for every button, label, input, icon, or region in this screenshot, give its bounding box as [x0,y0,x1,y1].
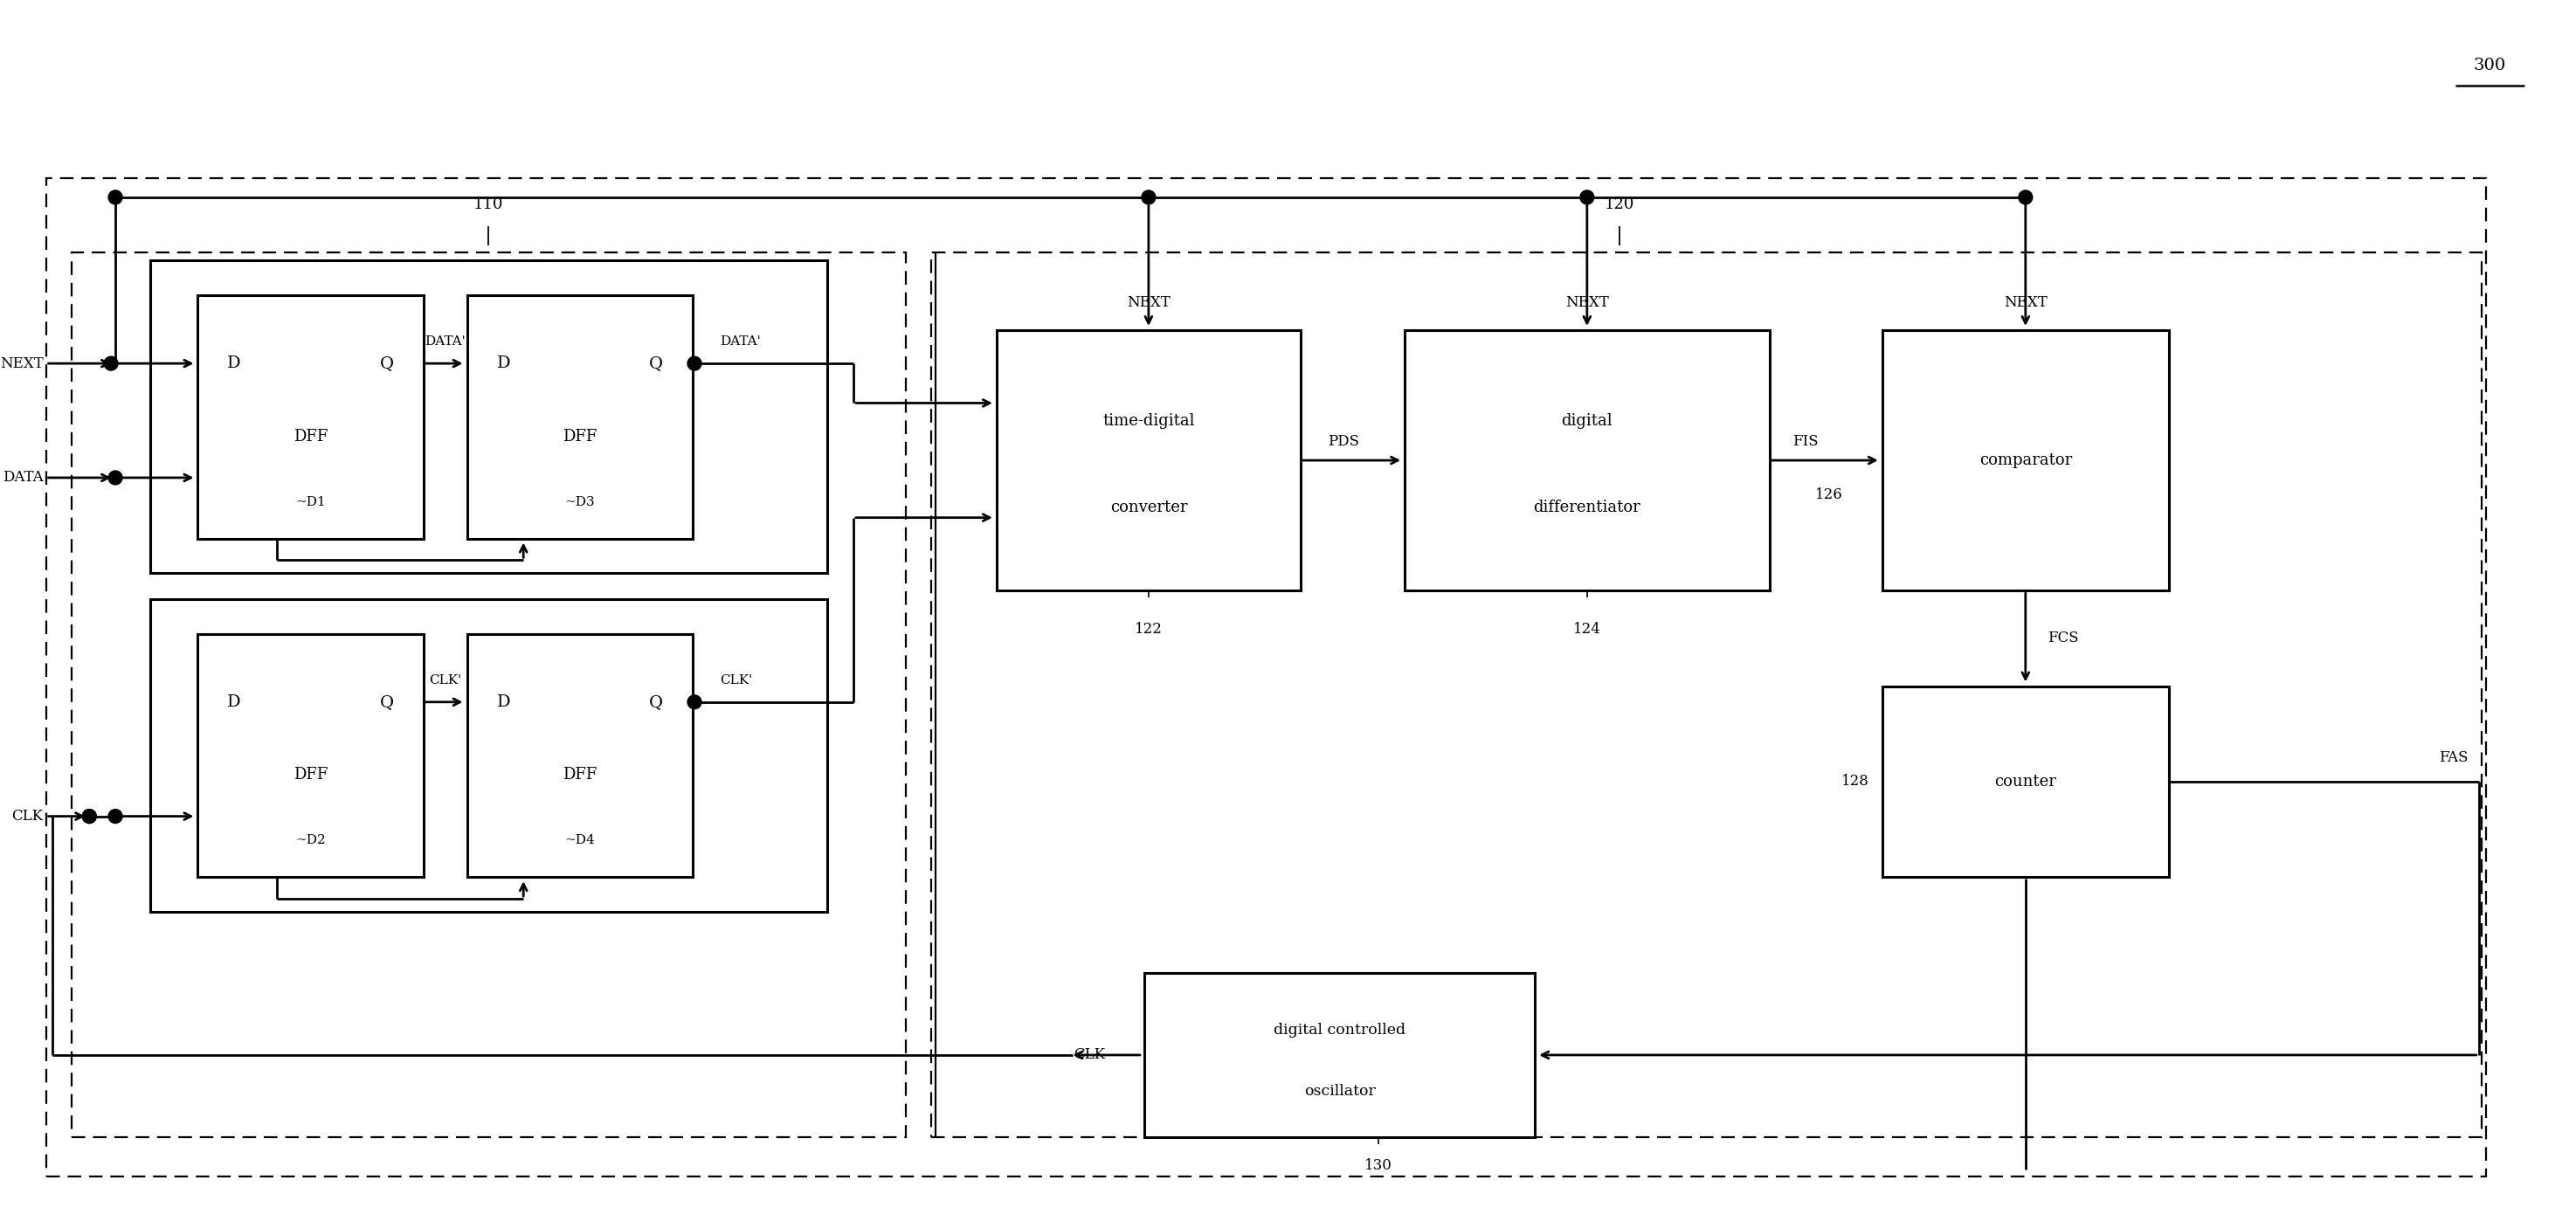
Text: digital: digital [1561,414,1613,429]
Text: 122: 122 [1133,623,1162,637]
Text: NEXT: NEXT [1126,295,1170,309]
Text: 300: 300 [2473,58,2506,74]
Text: Q: Q [381,356,394,371]
Text: Q: Q [649,694,662,710]
Text: differentiator: differentiator [1533,500,1641,515]
Text: FAS: FAS [2439,750,2468,765]
Text: oscillator: oscillator [1303,1084,1376,1099]
Text: DATA: DATA [3,470,44,485]
Text: NEXT: NEXT [2004,295,2048,309]
Text: D: D [227,356,242,371]
Bar [149,260,827,573]
Text: Q: Q [381,694,394,710]
Text: ~D2: ~D2 [296,835,327,846]
Text: ~D4: ~D4 [564,835,595,846]
Bar [198,634,422,877]
Text: DFF: DFF [562,768,598,782]
Bar [466,634,693,877]
Text: PDS: PDS [1329,433,1360,448]
Text: converter: converter [1110,500,1188,515]
Bar [1883,330,2169,591]
Text: 130: 130 [1365,1158,1394,1173]
Bar [997,330,1301,591]
Text: FCS: FCS [2048,631,2079,646]
Bar [46,178,2486,1176]
Text: DATA': DATA' [425,335,466,348]
Circle shape [688,356,701,371]
Circle shape [103,356,118,371]
Text: DFF: DFF [294,429,327,445]
Text: 126: 126 [1816,488,1844,502]
Text: DATA': DATA' [721,335,760,348]
Text: NEXT: NEXT [0,356,44,371]
Bar [1144,973,1535,1137]
Circle shape [108,190,121,204]
Text: CLK': CLK' [430,674,461,686]
Text: DFF: DFF [294,768,327,782]
Text: 124: 124 [1574,623,1600,637]
Circle shape [2020,190,2032,204]
Bar [149,599,827,911]
Text: counter: counter [1994,774,2056,790]
Bar [72,252,904,1137]
Text: D: D [227,694,242,710]
Text: 120: 120 [1605,196,1636,212]
Circle shape [1141,190,1157,204]
Circle shape [82,809,95,823]
Circle shape [1579,190,1595,204]
Circle shape [108,809,121,823]
Text: digital controlled: digital controlled [1273,1023,1406,1038]
Text: Q: Q [649,356,662,371]
Circle shape [82,809,95,823]
Text: FIS: FIS [1793,433,1819,448]
Circle shape [108,470,121,485]
Text: 110: 110 [474,196,505,212]
Text: D: D [497,694,510,710]
Bar [466,296,693,538]
Circle shape [688,695,701,709]
Text: CLK: CLK [1074,1047,1105,1062]
Text: ~D1: ~D1 [296,496,327,508]
Text: time-digital: time-digital [1103,414,1195,429]
Bar [933,252,2481,1137]
Text: NEXT: NEXT [1566,295,1610,309]
Bar [1883,686,2169,877]
Text: CLK: CLK [13,809,44,824]
Text: D: D [497,356,510,371]
Text: comparator: comparator [1978,452,2071,468]
Text: DFF: DFF [562,429,598,445]
Text: 128: 128 [1842,774,1870,788]
Text: ~D3: ~D3 [564,496,595,508]
Bar [198,296,422,538]
Text: CLK': CLK' [719,674,752,686]
Bar [1404,330,1770,591]
